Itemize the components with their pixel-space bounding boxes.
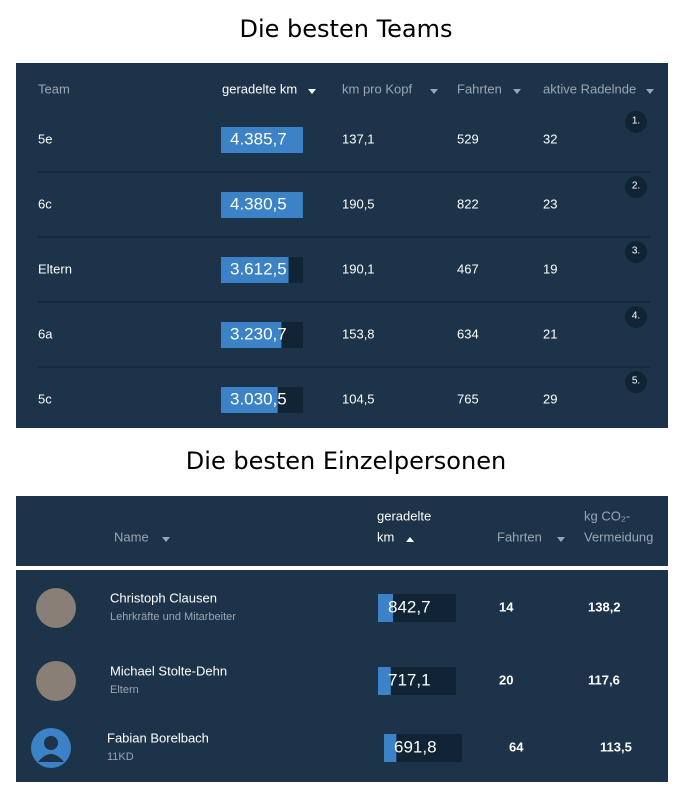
team-name: 6c — [38, 196, 52, 211]
bar-track — [378, 667, 456, 695]
trips: 634 — [457, 326, 479, 341]
active-riders: 29 — [543, 391, 557, 406]
km-value: 717,1 — [388, 670, 431, 689]
km-bar — [384, 734, 397, 762]
active-riders: 21 — [543, 326, 557, 341]
rank-badge — [625, 111, 647, 133]
rank-badge — [625, 306, 647, 328]
km-per-head: 190,5 — [342, 196, 375, 211]
trips: 529 — [457, 131, 479, 146]
rank-badge — [625, 371, 647, 393]
persons-body — [16, 570, 668, 782]
km-value: 4.385,7 — [230, 129, 287, 148]
rank: 1. — [632, 116, 640, 127]
section-title: Die besten Einzelpersonen — [186, 447, 506, 475]
km-value: 842,7 — [388, 597, 431, 616]
column-header[interactable]: Vermeidung — [584, 529, 653, 544]
persons-header — [16, 496, 668, 566]
km-per-head: 190,1 — [342, 261, 375, 276]
section-title: Die besten Teams — [240, 15, 453, 43]
person-name: Fabian Borelbach — [107, 730, 209, 745]
km-bar — [378, 667, 391, 695]
km-bar — [221, 192, 303, 218]
km-value: 691,8 — [394, 737, 437, 756]
sort-arrow[interactable] — [430, 89, 438, 94]
rank: 5. — [632, 376, 640, 387]
rank: 3. — [632, 246, 640, 257]
km-bar — [378, 594, 393, 622]
sort-arrow[interactable] — [646, 89, 654, 94]
column-header[interactable]: Fahrten — [457, 81, 502, 96]
rank-badge — [625, 176, 647, 198]
person-group: Lehrkräfte und Mitarbeiter — [110, 611, 236, 623]
trips: 765 — [457, 391, 479, 406]
column-header[interactable]: km — [377, 529, 394, 544]
km-value: 3.230,7 — [230, 324, 287, 343]
km-bar — [221, 387, 278, 413]
person-group: Eltern — [110, 684, 139, 696]
co2: 138,2 — [588, 599, 621, 614]
trips: 467 — [457, 261, 479, 276]
person-name: Michael Stolte-Dehn — [110, 663, 227, 678]
km-bar — [221, 322, 282, 348]
trips: 64 — [509, 739, 524, 754]
km-bar — [221, 257, 289, 283]
rank: 4. — [632, 311, 640, 322]
avatar — [36, 661, 76, 701]
km-per-head: 137,1 — [342, 131, 375, 146]
column-header[interactable]: geradelte — [377, 508, 431, 523]
sort-arrow[interactable] — [162, 537, 170, 542]
column-header[interactable]: km pro Kopf — [342, 81, 412, 96]
sort-arrow[interactable] — [513, 89, 521, 94]
sort-arrow[interactable] — [557, 537, 565, 542]
active-riders: 23 — [543, 196, 557, 211]
team-name: Eltern — [38, 261, 72, 276]
avatar — [36, 588, 76, 628]
teams-table — [16, 63, 668, 428]
avatar-body — [38, 754, 64, 762]
km-per-head: 153,8 — [342, 326, 375, 341]
column-header[interactable]: geradelte km — [222, 81, 297, 96]
co2: 117,6 — [588, 672, 620, 687]
rank-badge — [625, 241, 647, 263]
trips: 20 — [499, 672, 513, 687]
km-per-head: 104,5 — [342, 391, 375, 406]
team-name: 5c — [38, 391, 52, 406]
km-value: 3.030,5 — [230, 389, 287, 408]
column-header[interactable]: Name — [114, 529, 149, 544]
rank: 2. — [632, 181, 640, 192]
team-name: 5e — [38, 131, 52, 146]
bar-track — [384, 734, 462, 762]
co2: 113,5 — [600, 739, 632, 754]
column-header[interactable]: aktive Radelnde — [543, 81, 636, 96]
active-riders: 19 — [543, 261, 557, 276]
active-riders: 32 — [543, 131, 557, 146]
team-name: 6a — [38, 326, 53, 341]
sort-arrow[interactable] — [308, 89, 316, 94]
trips: 822 — [457, 196, 479, 211]
avatar-head — [44, 736, 58, 750]
sort-arrow[interactable] — [406, 537, 414, 542]
km-bar — [221, 127, 303, 153]
km-value: 3.612,5 — [230, 259, 287, 278]
column-header[interactable]: Fahrten — [497, 529, 542, 544]
person-group: 11KD — [107, 751, 134, 763]
km-value: 4.380,5 — [230, 194, 287, 213]
trips: 14 — [499, 599, 514, 614]
person-name: Christoph Clausen — [110, 590, 217, 605]
column-header[interactable]: kg CO₂- — [584, 508, 630, 523]
column-header[interactable]: Team — [38, 81, 70, 96]
